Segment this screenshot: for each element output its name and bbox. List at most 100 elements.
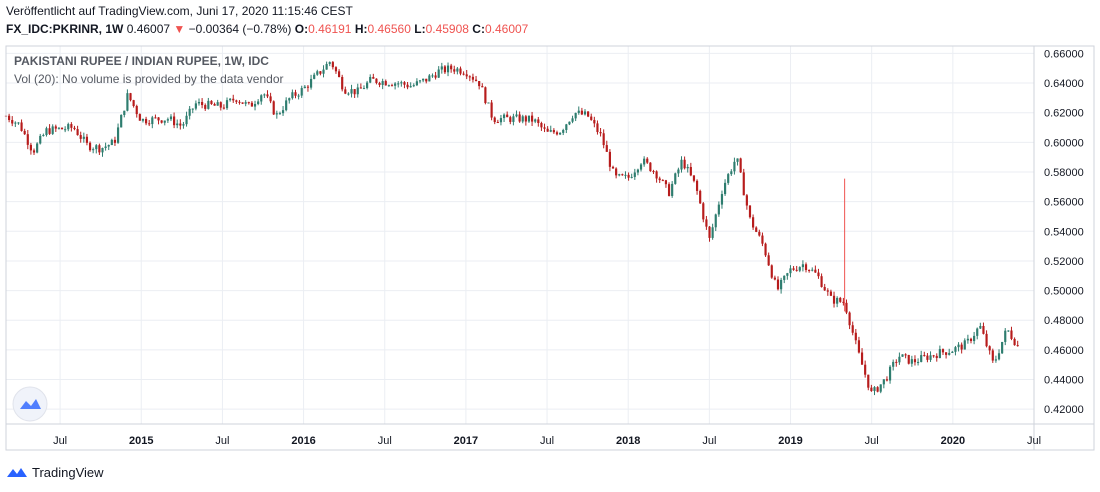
- candle-body: [387, 85, 390, 87]
- candle-body: [484, 87, 487, 104]
- candle-body: [574, 112, 577, 119]
- candle-body: [624, 174, 627, 176]
- candle-body: [808, 270, 811, 272]
- candle-body: [179, 123, 182, 126]
- y-tick-label: 0.42000: [1044, 404, 1084, 416]
- candle-body: [730, 171, 733, 175]
- candle-body: [378, 82, 381, 85]
- candle-body: [506, 114, 509, 118]
- candle-body: [210, 100, 213, 105]
- candle-body: [674, 173, 677, 184]
- candle-body: [627, 174, 630, 178]
- candle-body: [649, 162, 652, 172]
- candle-body: [537, 119, 540, 124]
- candle-body: [587, 111, 590, 117]
- candle-body: [671, 183, 674, 196]
- x-tick-label: 2017: [454, 435, 478, 447]
- candle-body: [524, 116, 527, 122]
- candle-body: [910, 359, 913, 364]
- chart-frame: [5, 45, 1095, 451]
- candle-body: [745, 195, 748, 206]
- candle-body: [144, 118, 148, 124]
- candle-body: [440, 66, 443, 70]
- candle-body: [8, 115, 11, 120]
- candle-body: [70, 124, 73, 128]
- candle-body: [985, 333, 988, 347]
- candle-body: [148, 123, 151, 125]
- y-tick-label: 0.46000: [1044, 345, 1084, 357]
- candle-body: [630, 176, 633, 178]
- candle-body: [882, 379, 885, 385]
- published-info: Veröffentlicht auf TradingView.com, Juni…: [6, 4, 353, 18]
- candle-body: [496, 122, 499, 124]
- candle-body: [991, 350, 994, 361]
- candle-body: [577, 110, 580, 113]
- candle-body: [755, 227, 758, 232]
- candle-body: [512, 116, 515, 122]
- candle-body: [867, 374, 870, 388]
- candle-body: [266, 94, 269, 97]
- candle-body: [966, 338, 969, 341]
- y-tick-label: 0.44000: [1044, 375, 1084, 387]
- candle-body: [549, 130, 552, 132]
- candle-body: [157, 117, 160, 121]
- candle-body: [792, 268, 795, 270]
- y-tick-label: 0.52000: [1044, 256, 1084, 268]
- candle-body: [481, 86, 484, 88]
- candle-body: [425, 78, 428, 82]
- candle-body: [829, 291, 833, 296]
- candle-body: [188, 108, 191, 116]
- candle-body: [104, 146, 107, 149]
- grid: [6, 46, 1035, 424]
- candle-body: [51, 126, 54, 134]
- candle-body: [820, 276, 823, 287]
- last-price: 0.46007: [126, 22, 171, 36]
- candle-body: [204, 105, 207, 109]
- candle-body: [235, 100, 238, 102]
- candle-body: [216, 102, 219, 106]
- high-value: 0.46560: [367, 22, 411, 36]
- candle-body: [79, 135, 82, 139]
- candle-body: [826, 290, 829, 292]
- candle-body: [54, 126, 57, 129]
- candle-body: [446, 65, 450, 73]
- candle-body: [555, 132, 559, 135]
- candle-body: [502, 114, 506, 119]
- candle-body: [344, 89, 347, 94]
- candle-body: [957, 344, 960, 348]
- candle-body: [904, 354, 907, 356]
- candle-body: [313, 74, 316, 79]
- tradingview-watermark-icon[interactable]: [12, 386, 48, 422]
- candle-body: [328, 62, 331, 64]
- y-tick-label: 0.60000: [1044, 137, 1084, 149]
- candle-body: [1004, 330, 1007, 342]
- candle-body: [736, 158, 739, 162]
- candle-body: [509, 117, 512, 122]
- candle-body: [269, 96, 272, 102]
- candle-body: [400, 82, 403, 84]
- outer-border: [5, 45, 1095, 451]
- candle-body: [742, 172, 745, 196]
- candle-body: [60, 127, 64, 130]
- candle-body: [817, 272, 820, 277]
- candle-body: [478, 81, 481, 87]
- candle-body: [257, 101, 260, 104]
- candle-body: [45, 128, 48, 136]
- candle-body: [381, 81, 384, 85]
- candle-body: [857, 340, 861, 353]
- candle-body: [32, 150, 36, 153]
- candle-body: [176, 123, 179, 126]
- candle-body: [260, 95, 263, 102]
- candle-body: [322, 69, 325, 74]
- candle-body: [661, 180, 664, 182]
- candle-body: [166, 119, 169, 121]
- candle-body: [101, 148, 104, 153]
- candle-body: [823, 286, 826, 291]
- candle-body: [692, 175, 696, 181]
- candle-body: [951, 351, 954, 353]
- candle-body: [543, 127, 546, 129]
- candle-body: [123, 110, 126, 115]
- candle-body: [67, 124, 70, 130]
- y-tick-label: 0.56000: [1044, 197, 1084, 209]
- price-chart[interactable]: 0.66000 0.64000 0.62000 0.60000 0.58000 0.560…: [0, 40, 1100, 460]
